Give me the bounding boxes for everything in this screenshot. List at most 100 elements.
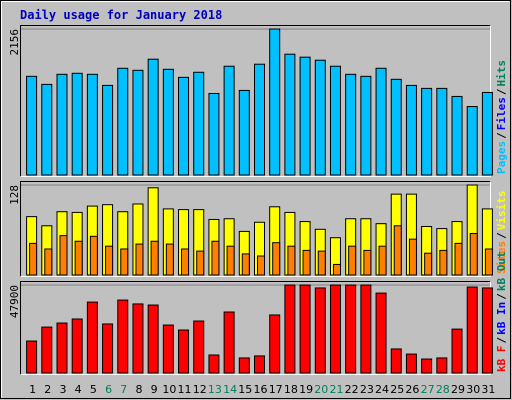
bar	[408, 238, 417, 276]
panel-highlight	[20, 25, 491, 177]
bar	[299, 56, 311, 176]
bar	[29, 242, 38, 276]
x-tick-label: 13	[208, 383, 222, 396]
bar	[254, 63, 265, 176]
x-tick-label: 23	[360, 383, 374, 396]
bar	[120, 248, 129, 276]
x-tick-label: 9	[151, 383, 158, 396]
bar	[59, 235, 68, 276]
bar	[241, 253, 250, 276]
y-tick-label: 2156	[8, 29, 21, 56]
bar	[117, 299, 129, 374]
legend-entry: Files	[495, 97, 508, 130]
legend-separator: /	[495, 293, 508, 300]
bar	[378, 245, 387, 276]
bar	[132, 69, 144, 176]
bar	[41, 83, 53, 176]
bar	[269, 28, 281, 176]
x-tick-label: 12	[193, 383, 207, 396]
x-tick-label: 3	[59, 383, 66, 396]
bar	[421, 358, 433, 374]
bar	[484, 248, 493, 276]
x-tick-label: 28	[436, 383, 450, 396]
bar	[345, 284, 357, 374]
bar	[193, 71, 205, 176]
bar	[287, 245, 296, 276]
panel-shadow	[20, 181, 491, 277]
bar	[302, 249, 311, 276]
bar	[329, 284, 341, 374]
bar	[257, 255, 265, 276]
bar	[421, 87, 433, 176]
bar	[469, 233, 478, 276]
bar	[238, 89, 250, 176]
bar	[208, 354, 220, 374]
legend: kB F / kB In / kB Out	[495, 251, 508, 372]
bar	[208, 92, 220, 176]
x-tick-label: 19	[299, 383, 313, 396]
bar	[451, 95, 463, 176]
x-tick-label: 31	[481, 383, 495, 396]
bar	[393, 225, 402, 276]
legend-separator: /	[495, 232, 508, 239]
x-tick-label: 8	[135, 383, 142, 396]
x-tick-label: 1	[29, 383, 36, 396]
bar	[314, 287, 326, 374]
bar	[390, 348, 402, 374]
x-tick-label: 27	[421, 383, 435, 396]
bar	[86, 301, 98, 374]
bar	[147, 58, 159, 176]
bar	[86, 73, 98, 176]
bar	[360, 75, 372, 176]
x-tick-label: 5	[90, 383, 97, 396]
bar	[405, 353, 417, 374]
legend-entry: Visits	[495, 191, 508, 231]
bar	[375, 292, 387, 374]
bar	[26, 75, 38, 176]
bar	[44, 248, 53, 276]
bar	[89, 235, 98, 276]
bar	[466, 106, 478, 176]
bar	[181, 248, 190, 276]
chart-title: Daily usage for January 2018	[20, 8, 222, 22]
x-tick-label: 15	[238, 383, 252, 396]
legend-separator: /	[495, 132, 508, 139]
bar	[117, 67, 129, 176]
bar	[238, 357, 250, 374]
legend-separator: /	[495, 337, 508, 344]
x-tick-label: 25	[390, 383, 404, 396]
bar	[254, 355, 265, 374]
x-tick-label: 11	[178, 383, 192, 396]
bar	[196, 250, 205, 276]
bar	[345, 73, 357, 176]
bar	[162, 68, 174, 176]
bar	[314, 59, 326, 176]
x-tick-label: 14	[223, 383, 237, 396]
bar	[424, 252, 433, 276]
bar	[102, 323, 114, 374]
bar	[390, 78, 402, 176]
x-tick-label: 24	[375, 383, 389, 396]
x-tick-label: 7	[120, 383, 127, 396]
bar	[317, 250, 326, 276]
legend-separator: /	[495, 88, 508, 95]
x-tick-label: 22	[345, 383, 359, 396]
bar	[405, 84, 417, 176]
bar	[223, 65, 235, 176]
bar	[284, 284, 296, 374]
bar	[363, 249, 372, 276]
bar	[211, 240, 220, 276]
bar	[74, 240, 83, 276]
bar	[332, 263, 341, 276]
legend-entry: kB Out	[495, 251, 508, 291]
bar	[481, 91, 493, 176]
x-tick-label: 2	[44, 383, 51, 396]
x-tick-label: 20	[314, 383, 328, 396]
bar	[284, 53, 296, 176]
x-tick-label: 21	[329, 383, 343, 396]
legend: Sites /Visits	[495, 191, 508, 275]
legend-entry: kB F	[495, 346, 508, 373]
bar	[348, 245, 357, 276]
